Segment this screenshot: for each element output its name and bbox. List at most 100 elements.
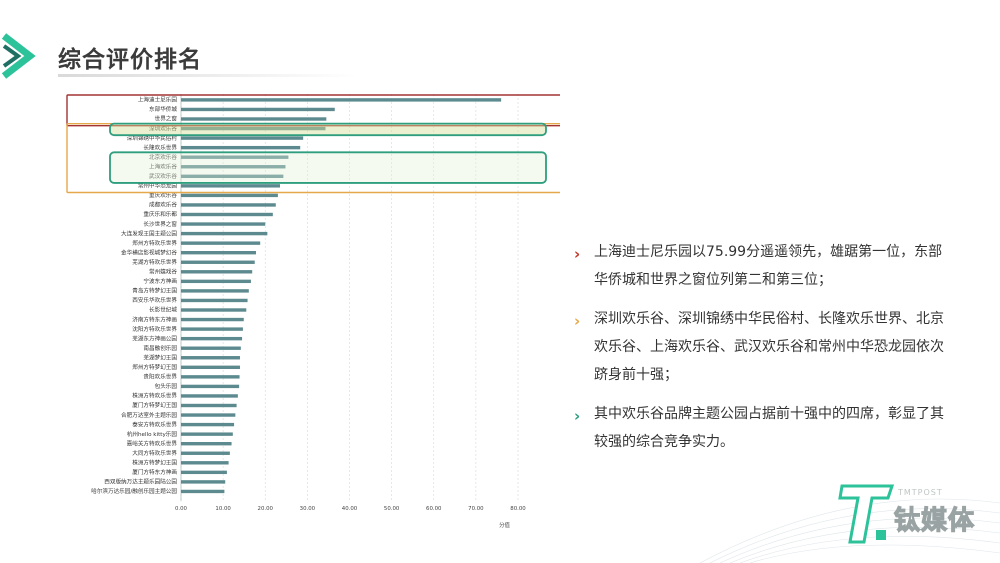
category-label: 长沙世界之窗 — [143, 220, 177, 228]
category-label: 包头乐园 — [155, 382, 178, 390]
category-label: 深圳欢乐谷 — [149, 124, 177, 132]
category-label: 金华横店影视城梦幻谷 — [121, 248, 177, 256]
bar — [181, 231, 268, 236]
bar — [181, 480, 226, 484]
title-underline — [58, 74, 358, 77]
bar — [181, 222, 266, 226]
category-label: 芜湖梦幻王国 — [143, 353, 177, 361]
category-label: 长影世纪城 — [149, 306, 177, 314]
category-label: 芜湖东方神画公园 — [132, 334, 177, 342]
chevron-icon — [1, 33, 36, 79]
bar — [181, 470, 227, 475]
category-label: 武汉欢乐谷 — [149, 172, 177, 180]
bullet-item-3: › 其中欢乐谷品牌主题公园占据前十强中的四席，彰显了其较强的综合竞争实力。 — [572, 400, 952, 456]
bar — [181, 193, 278, 198]
bar — [181, 308, 247, 312]
category-label: 杭州hello kitty乐园 — [127, 430, 178, 438]
category-label: 重庆乐和乐都 — [143, 210, 177, 218]
category-label: 北京欢乐谷 — [149, 153, 177, 161]
category-label: 厦门方特东方神画 — [132, 468, 177, 476]
t-logo-icon — [838, 484, 895, 544]
bar — [181, 203, 276, 207]
header: 综合评价排名 — [0, 22, 400, 82]
category-label: 上海欢乐谷 — [149, 162, 177, 170]
chevron-right-icon: › — [574, 312, 581, 330]
category-label: 常州中华恐龙园 — [138, 182, 178, 190]
bar — [181, 489, 225, 494]
highlight-box — [66, 94, 560, 127]
x-axis-label: 分值 — [499, 521, 510, 529]
category-label: 厦门方特梦幻王国 — [132, 401, 177, 409]
bar — [181, 461, 229, 465]
bar — [181, 155, 289, 159]
bullet-item-1: › 上海迪士尼乐园以75.99分遥遥领先，雄踞第一位，东部华侨城和世界之窗位列第… — [572, 238, 952, 294]
bar — [181, 356, 240, 360]
x-tick-label: 40.00 — [342, 506, 358, 512]
bar — [181, 375, 240, 379]
bar — [181, 403, 237, 408]
bar — [181, 126, 326, 131]
category-label: 芜湖方特欢乐世界 — [132, 258, 177, 266]
category-label: 西安乐华欢乐世界 — [132, 296, 177, 304]
bar — [181, 136, 304, 140]
chevron-right-icon: › — [574, 407, 581, 425]
chevron-right-icon: › — [574, 245, 581, 263]
bar — [181, 451, 230, 455]
bar — [181, 432, 233, 436]
bullet-text: 上海迪士尼乐园以75.99分遥遥领先，雄踞第一位，东部华侨城和世界之窗位列第二和… — [594, 244, 943, 288]
category-label: 嘉峪关方特欢乐世界 — [127, 439, 178, 447]
bar — [181, 394, 238, 398]
category-label: 重庆欢乐谷 — [149, 191, 177, 199]
category-label: 南昌融创乐园 — [143, 344, 177, 352]
category-label: 沈阳方特欢乐世界 — [132, 325, 177, 333]
bullet-text: 深圳欢乐谷、深圳锦绣中华民俗村、长隆欢乐世界、北京欢乐谷、上海欢乐谷、武汉欢乐谷… — [594, 311, 944, 383]
tmtpost-logo: TMTPOST 钛媒体 — [838, 480, 988, 550]
category-label: 青岛方特梦幻王国 — [132, 287, 177, 295]
logo-main-text: 钛媒体 — [893, 505, 976, 536]
bar — [181, 336, 243, 341]
bar — [181, 346, 241, 350]
category-label: 常州嬉戏谷 — [149, 268, 177, 276]
x-tick-label: 10.00 — [215, 506, 231, 512]
bar — [181, 260, 255, 264]
category-label: 西双版纳万达主题乐园陆公园 — [104, 478, 177, 486]
category-label: 株洲方特欢乐世界 — [132, 392, 177, 400]
category-label: 世界之窗 — [155, 115, 178, 123]
category-label: 大同方特欢乐世界 — [132, 449, 177, 457]
bar — [181, 442, 232, 446]
x-tick-label: 50.00 — [384, 506, 400, 512]
bar — [181, 384, 240, 389]
highlight-box — [109, 151, 547, 184]
bar — [181, 289, 249, 293]
category-label: 济南方特东方神画 — [132, 315, 177, 323]
bar — [181, 251, 256, 255]
x-tick-label: 30.00 — [300, 506, 316, 512]
bar — [181, 413, 236, 417]
category-label: 深圳锦绣中华民俗村 — [127, 134, 178, 142]
category-label: 大连发现王国主题公园 — [121, 229, 177, 237]
category-label: 贵阳欢乐世界 — [143, 373, 177, 381]
bar — [181, 365, 240, 369]
category-label: 成都欢乐谷 — [149, 201, 177, 209]
bar — [181, 270, 253, 274]
bullet-text: 其中欢乐谷品牌主题公园占据前十强中的四席，彰显了其较强的综合竞争实力。 — [594, 406, 944, 450]
bar — [181, 298, 248, 303]
category-label: 郑州方特梦幻王国 — [132, 363, 177, 371]
category-label: 郑州方特欢乐世界 — [132, 239, 177, 247]
category-label: 泰安方特欢乐世界 — [132, 420, 177, 428]
category-label: 上海迪士尼乐园 — [138, 96, 178, 104]
page-title: 综合评价排名 — [58, 47, 202, 73]
bar — [181, 117, 327, 121]
bar — [181, 174, 284, 178]
bar — [181, 107, 335, 112]
highlight-box — [109, 122, 547, 137]
x-tick-label: 80.00 — [510, 506, 526, 512]
bar-chart: 0.00 10.00 20.00 30.00 40.00 50.00 60.00 70.00 8… — [66, 94, 560, 529]
category-label: 哈尔滨万达乐园/融创乐园主题公园 — [91, 487, 177, 495]
category-label: 长隆欢乐世界 — [143, 143, 177, 151]
bullet-list: › 上海迪士尼乐园以75.99分遥遥领先，雄踞第一位，东部华侨城和世界之窗位列第… — [572, 238, 952, 467]
bar — [181, 317, 244, 322]
bar — [181, 327, 243, 331]
x-tick-label: 70.00 — [468, 506, 484, 512]
